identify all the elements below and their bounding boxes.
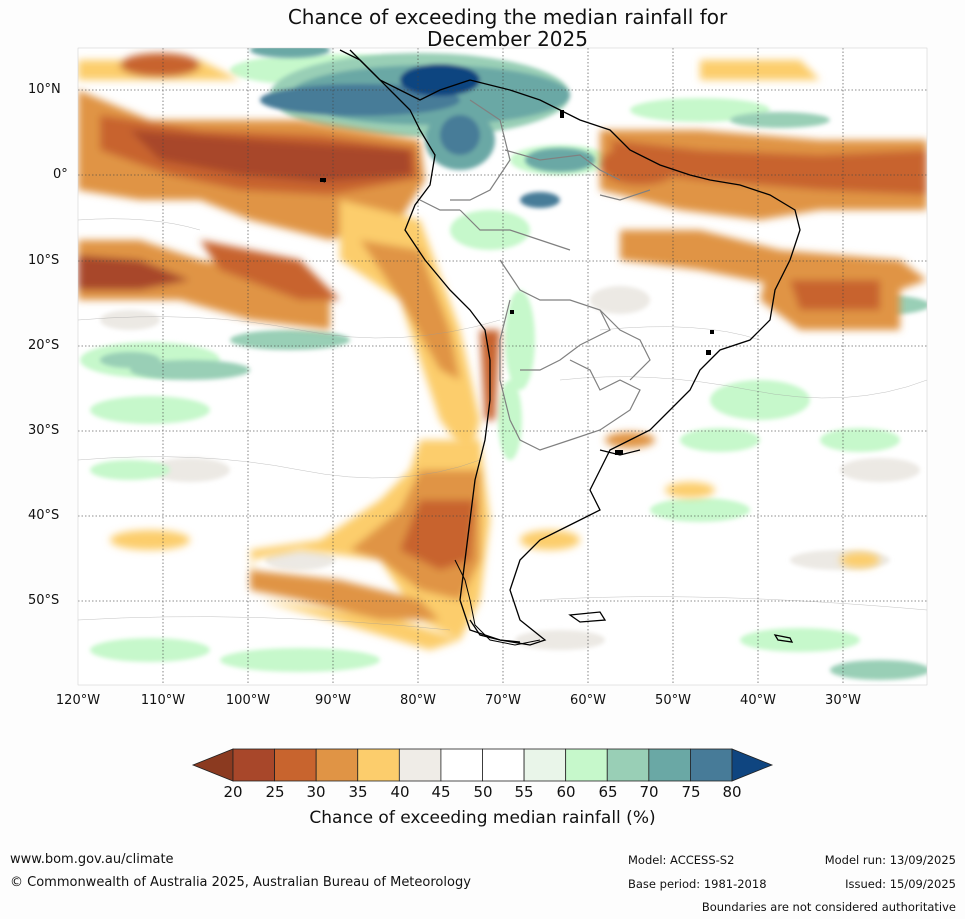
colorbar-segment	[523, 748, 567, 782]
lon-label: 70°W	[485, 693, 521, 708]
map-title-line2: December 2025	[427, 27, 588, 51]
colorbar-tick: 35	[348, 783, 368, 801]
lon-label: 100°W	[225, 693, 271, 708]
footer-base-period: Base period: 1981-2018	[628, 877, 767, 891]
colorbar-title: Chance of exceeding median rainfall (%)	[309, 808, 656, 828]
lat-label: 10°N	[28, 82, 61, 97]
lat-label: 50°S	[28, 593, 60, 608]
lat-label: 0°	[53, 167, 68, 182]
lon-label: 90°W	[315, 693, 351, 708]
footer-model-run: Model run: 13/09/2025	[824, 853, 956, 867]
colorbar-tick: 55	[514, 783, 534, 801]
lon-label: 60°W	[570, 693, 606, 708]
footer-disclaimer: Boundaries are not considered authoritat…	[701, 900, 956, 914]
colorbar-tick: 20	[223, 783, 243, 801]
colorbar-tick: 65	[598, 783, 618, 801]
lat-label: 30°S	[28, 423, 60, 438]
colorbar-segment	[274, 748, 317, 782]
lon-label: 80°W	[400, 693, 436, 708]
lon-label: 50°W	[655, 693, 691, 708]
lat-label: 40°S	[28, 508, 60, 523]
colorbar-segment	[606, 748, 650, 782]
colorbar-segment	[482, 748, 525, 782]
colorbar-segment	[357, 748, 400, 782]
colorbar-segment	[440, 748, 483, 782]
footer-issued: Issued: 15/09/2025	[845, 877, 956, 891]
footer-model: Model: ACCESS-S2	[628, 853, 735, 867]
colorbar-segment	[648, 748, 691, 782]
rainfall-field	[78, 48, 927, 685]
map-title-line1: Chance of exceeding the median rainfall …	[287, 5, 728, 29]
colorbar-extend-high	[731, 748, 774, 782]
colorbar-segment	[398, 748, 442, 782]
colorbar-tick: 75	[681, 783, 701, 801]
colorbar-tick: 50	[473, 783, 493, 801]
lakes-islands	[320, 110, 714, 455]
lat-label: 20°S	[28, 338, 60, 353]
colorbar-segment	[565, 748, 608, 782]
colorbar-tick: 30	[306, 783, 326, 801]
lon-label: 30°W	[825, 693, 861, 708]
lat-label: 10°S	[28, 253, 60, 268]
footer-copyright: © Commonwealth of Australia 2025, Austra…	[10, 875, 471, 890]
footer-url[interactable]: www.bom.gov.au/climate	[10, 852, 174, 867]
colorbar-segment	[315, 748, 359, 782]
colorbar-tick: 80	[722, 783, 742, 801]
colorbar-tick: 70	[639, 783, 659, 801]
colorbar-tick: 45	[431, 783, 451, 801]
colorbar-tick: 25	[265, 783, 285, 801]
colorbar	[191, 748, 774, 782]
colorbar-tick: 40	[390, 783, 410, 801]
lon-label: 40°W	[740, 693, 776, 708]
country-borders	[419, 99, 651, 451]
lon-label: 120°W	[55, 693, 101, 708]
colorbar-tick: 60	[556, 783, 576, 801]
colorbar-segment	[232, 748, 275, 782]
lon-label: 110°W	[140, 693, 186, 708]
colorbar-segment	[690, 748, 733, 782]
colorbar-extend-low	[191, 748, 234, 782]
